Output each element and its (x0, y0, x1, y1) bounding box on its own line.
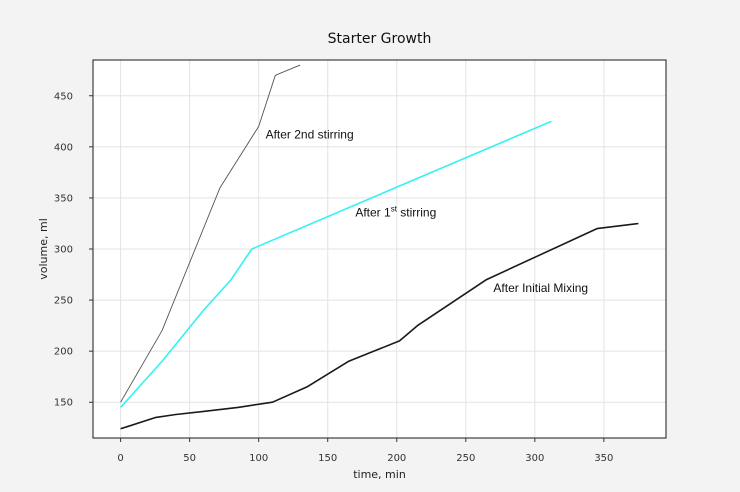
y-axis-label: volume, ml (37, 218, 50, 280)
x-tick-label: 150 (318, 453, 337, 464)
x-tick-label: 300 (525, 453, 544, 464)
chart-title: Starter Growth (328, 31, 432, 47)
axis-ticks: 0 50 100 150 200 250 300 350 150 200 250 300 350 400 4… (54, 91, 614, 464)
x-tick-label: 200 (387, 453, 406, 464)
series-line-3 (120, 222, 639, 430)
y-tick-label: 250 (54, 296, 73, 307)
annotation-superscript: st (391, 204, 398, 213)
series-line-2 (120, 120, 552, 408)
x-tick-label: 250 (456, 453, 475, 464)
x-tick-label: 100 (249, 453, 268, 464)
y-tick-label: 300 (54, 245, 73, 256)
annotation-label: After 2nd stirring (266, 128, 354, 142)
x-tick-label: 50 (183, 453, 196, 464)
annotation-label: After Initial Mixing (493, 281, 588, 295)
x-tick-label: 0 (117, 453, 123, 464)
annotation-label: After 1st stirring (355, 204, 436, 219)
annotation-text: After 1 (355, 205, 391, 219)
y-tick-label: 350 (54, 193, 73, 204)
annotation-text: stirring (397, 205, 436, 219)
series-line-1 (120, 64, 301, 403)
grid (93, 60, 666, 438)
y-tick-label: 150 (54, 398, 73, 409)
x-tick-label: 350 (594, 453, 613, 464)
x-axis-label: time, min (353, 468, 406, 481)
series-lines (120, 64, 639, 430)
y-tick-label: 200 (54, 347, 73, 358)
y-tick-label: 450 (54, 91, 73, 102)
y-tick-label: 400 (54, 142, 73, 153)
